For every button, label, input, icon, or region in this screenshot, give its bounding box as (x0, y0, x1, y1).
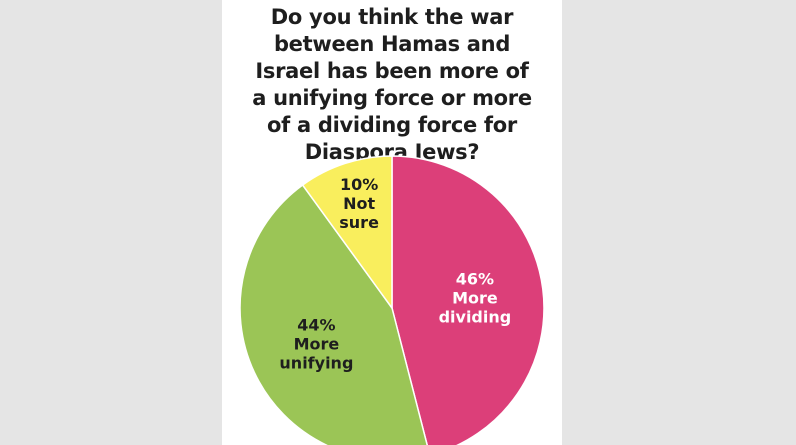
slice-category-label: More (294, 335, 340, 354)
chart-title: Do you think the war between Hamas and I… (222, 4, 562, 166)
title-line: Israel has been more of (255, 59, 529, 83)
slice-category-label: sure (339, 213, 379, 232)
title-line: of a dividing force for (267, 113, 517, 137)
title-line: between Hamas and (273, 32, 511, 56)
title-line: Do you think the war (270, 5, 514, 29)
slice-value-label: 44% (297, 316, 335, 335)
slice-value-label: 46% (456, 270, 494, 289)
title-line: a unifying force or more (252, 86, 532, 110)
slice-category-label: dividing (439, 308, 512, 327)
pie-slice (391, 155, 545, 445)
chart-panel: Do you think the war between Hamas and I… (222, 0, 562, 445)
slice-category-label: Not (343, 194, 375, 213)
slice-category-label: More (452, 289, 498, 308)
slice-category-label: unifying (279, 354, 353, 373)
pie-slice (239, 183, 428, 445)
slice-value-label: 10% (340, 175, 378, 194)
pie-slice (301, 155, 393, 311)
